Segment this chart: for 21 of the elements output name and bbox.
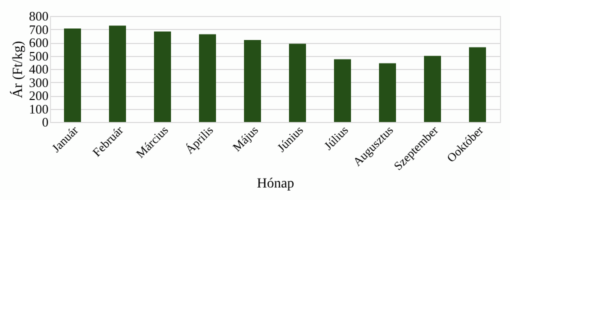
bar [469, 47, 486, 122]
bar [379, 63, 396, 122]
bar [199, 34, 216, 122]
bar [64, 28, 81, 122]
bar [289, 44, 306, 122]
bar [244, 40, 261, 122]
bar [154, 32, 171, 122]
y-tick-label: 200 [29, 88, 48, 103]
y-axis-title: Ár (Ft/kg) [9, 40, 26, 98]
y-tick-label: 300 [29, 74, 48, 90]
y-tick-label: 800 [29, 8, 48, 24]
y-tick-label: 400 [29, 62, 48, 76]
bar [109, 26, 126, 122]
y-tick-label: 500 [29, 48, 48, 64]
y-tick-label: 600 [29, 35, 48, 50]
y-tick-label: 0 [42, 114, 48, 130]
y-tick-label: 100 [29, 101, 48, 116]
bar [424, 56, 441, 122]
bar [334, 59, 351, 122]
y-tick-label: 700 [29, 22, 48, 37]
x-axis-title: Hónap [256, 176, 294, 192]
